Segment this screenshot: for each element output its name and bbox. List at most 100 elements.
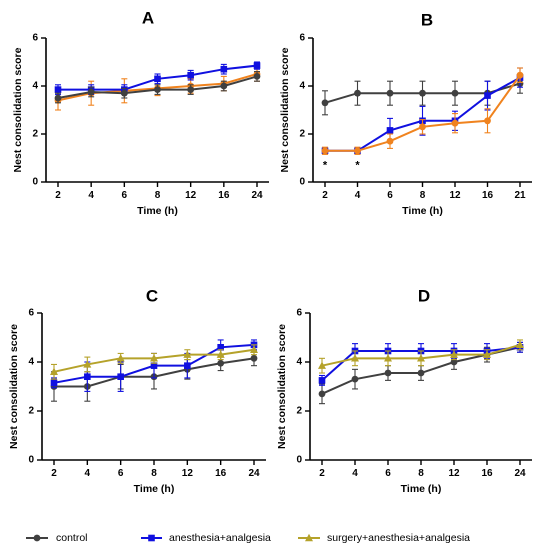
data-point [183,350,192,358]
series-surgery-anesthesia-analgesia [50,344,258,380]
data-point [351,354,359,362]
x-tick-label: 16 [215,468,227,479]
data-point [184,362,191,369]
data-point [220,82,228,90]
x-tick-label: 8 [418,468,424,479]
y-tick-label: 2 [296,406,302,417]
data-point [386,137,394,145]
y-tick-label: 0 [32,177,38,188]
data-point [220,65,228,73]
legend-item-control: control [26,532,88,544]
x-tick-label: 4 [355,190,361,201]
x-tick-label: 2 [51,468,57,479]
data-point [154,86,161,93]
x-tick-label: 2 [319,468,325,479]
data-point [250,354,258,362]
data-point [516,340,524,349]
y-axis-title: Nest consolidation score [276,324,288,449]
panel-label: C [146,286,158,305]
data-point [484,92,491,99]
data-point [87,88,95,96]
data-point [253,62,261,69]
data-point [451,119,459,127]
data-point [217,359,225,367]
data-point [84,373,91,380]
panel-label: B [421,10,433,29]
legend-marker [148,534,155,542]
data-point [419,89,426,97]
y-axis-title: Nest consolidation score [12,47,24,172]
data-point [351,375,359,383]
legend-item-anesthesia-analgesia: anesthesia+analgesia [141,532,271,544]
data-point [483,350,491,358]
x-tick-label: 6 [387,190,393,201]
x-tick-label: 24 [248,468,260,479]
x-tick-label: 16 [218,190,230,201]
data-point [117,373,124,380]
data-point [150,362,158,369]
data-point [253,73,261,80]
y-tick-label: 0 [296,455,302,466]
panel-label: A [142,8,154,27]
y-axis-title: Nest consolidation score [279,47,291,172]
y-tick-label: 2 [299,129,305,140]
series-surgery-anesthesia [321,67,524,155]
x-tick-label: 2 [55,190,61,201]
data-point [450,358,458,366]
data-point [354,89,361,97]
y-tick-label: 6 [296,308,302,319]
x-tick-label: 2 [322,190,328,201]
x-tick-label: 8 [155,190,161,201]
x-axis-title: Time (h) [134,483,175,495]
x-tick-label: 6 [122,190,128,201]
x-tick-label: 21 [514,190,526,201]
x-tick-label: 12 [449,190,461,201]
data-point [50,379,58,387]
series-control [54,71,261,104]
legend-item-surgery-anesthesia-analgesia: surgery+anesthesia+analgesia [298,532,470,544]
data-point [321,147,329,155]
data-point [318,377,326,384]
chart-panel-b: B 0 2 4 6 2 4 6 8 12 16 21 Time (h) Nest consolidatio… [279,10,532,217]
x-tick-label: 24 [251,190,263,201]
x-tick-label: 8 [420,190,426,201]
data-point [83,360,92,368]
y-tick-label: 0 [28,455,34,466]
data-point [187,71,194,79]
data-point [54,94,62,102]
y-tick-label: 4 [296,357,302,368]
x-tick-label: 16 [482,190,494,201]
x-tick-label: 6 [118,468,124,479]
data-point [54,86,62,93]
significance-star: * [355,159,360,171]
y-axis-title: Nest consolidation score [8,324,20,449]
x-tick-label: 24 [514,468,526,479]
data-point [417,369,425,377]
data-point [384,369,392,377]
x-tick-label: 4 [352,468,358,479]
x-tick-label: 4 [88,190,94,201]
y-tick-label: 6 [28,308,34,319]
series-surgery-anesthesia-analgesia [318,339,524,374]
data-point [484,117,491,125]
x-axis-title: Time (h) [137,205,178,217]
data-point [386,89,394,97]
x-axis-title: Time (h) [402,205,443,217]
legend-label: anesthesia+analgesia [169,532,271,544]
data-point [250,345,258,353]
data-point [384,354,392,362]
data-point [417,354,425,362]
data-point [516,71,524,79]
legend: control anesthesia+analgesia surgery+anest… [26,532,470,544]
data-point [321,99,329,107]
y-tick-label: 4 [32,81,38,92]
x-tick-label: 4 [85,468,91,479]
legend-marker [305,533,313,542]
x-axis-title: Time (h) [401,483,442,495]
data-point [419,123,426,131]
legend-label: control [56,532,88,544]
